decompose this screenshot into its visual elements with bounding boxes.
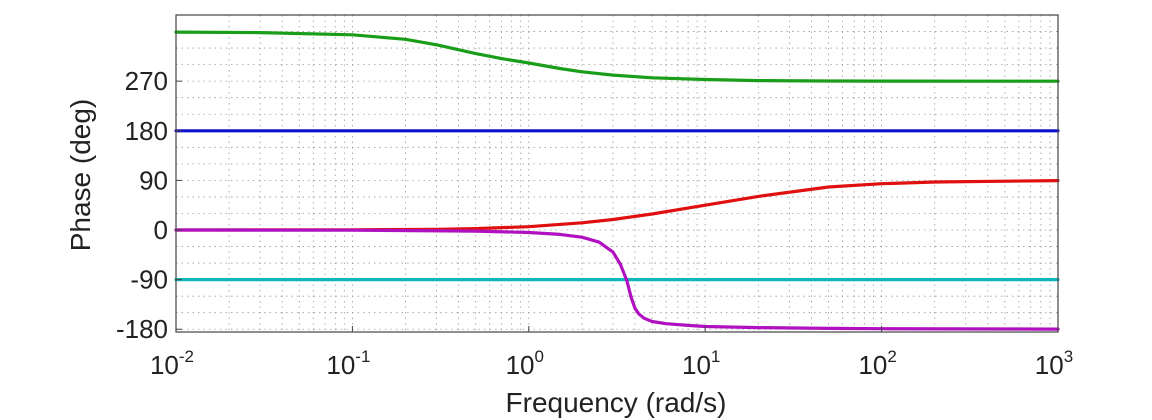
y-axis-label: Phase (deg) (65, 99, 96, 252)
y-tick-label: 90 (139, 165, 168, 195)
plot-frame (175, 14, 1059, 333)
x-tick-label: 103 (1035, 347, 1073, 380)
y-tick-label: 180 (125, 116, 168, 146)
x-tick-label: 10-1 (326, 347, 370, 380)
x-tick-label: 100 (506, 347, 544, 380)
y-tick-labels: 270 180 90 0 -90 -180 (116, 66, 182, 344)
series-group (174, 30, 1060, 331)
x-tick-label: 101 (682, 347, 720, 380)
y-tick-label: -90 (130, 265, 168, 295)
x-axis-label: Frequency (rad/s) (506, 387, 727, 418)
x-tick-labels: 10-2 10-1 100 101 102 103 (150, 326, 1073, 380)
y-tick-label: -180 (116, 314, 168, 344)
y-tick-label: 0 (154, 215, 168, 245)
series-line-1 (174, 30, 1060, 83)
x-tick-label: 10-2 (150, 347, 194, 380)
series-line-5 (174, 228, 1060, 331)
grid-lines (175, 15, 1058, 332)
x-tick-label: 102 (858, 347, 896, 380)
series-line-3 (174, 179, 1060, 232)
y-tick-label: 270 (125, 66, 168, 96)
